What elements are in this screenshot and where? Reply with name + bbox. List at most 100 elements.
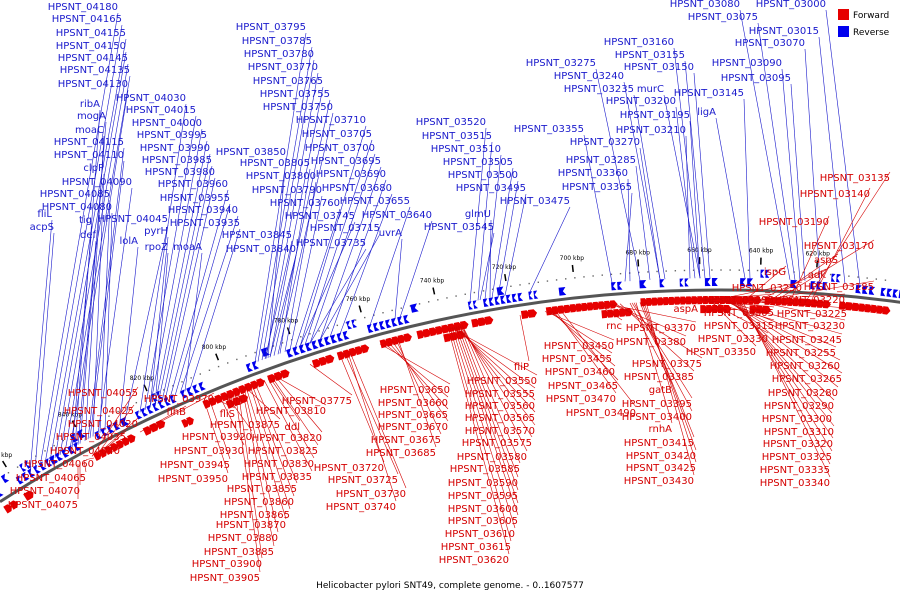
reverse-gene-arrow <box>330 334 338 344</box>
reverse-label-HPSNT_03090: HPSNT_03090 <box>712 58 782 69</box>
reverse-label-HPSNT_03500: HPSNT_03500 <box>448 170 518 181</box>
reverse-gene-arrow <box>152 402 160 412</box>
leader-line <box>639 302 695 438</box>
leader-line <box>243 387 279 533</box>
leader-line <box>225 394 253 432</box>
forward-gene-arrow <box>155 419 166 430</box>
reverse-gene-arrow <box>500 295 506 305</box>
scale-tick <box>571 264 574 273</box>
reverse-label-HPSNT_04090: HPSNT_04090 <box>62 177 132 188</box>
forward-gene-arrow <box>238 394 249 404</box>
reverse-label-HPSNT_03985: HPSNT_03985 <box>142 155 212 166</box>
reverse-gene-arrow <box>892 289 899 298</box>
forward-label-HPSNT_03330: HPSNT_03330 <box>698 334 768 345</box>
reverse-label-HPSNT_03080: HPSNT_03080 <box>670 0 740 10</box>
legend-reverse-label: Reverse <box>853 28 890 38</box>
reverse-label-clpP: clpP <box>83 163 104 174</box>
forward-label-HPSNT_03830: HPSNT_03830 <box>244 459 314 470</box>
reverse-label-HPSNT_03955: HPSNT_03955 <box>160 193 230 204</box>
reverse-label-HPSNT_03240: HPSNT_03240 <box>554 71 624 82</box>
forward-label-HPSNT_04040: HPSNT_04040 <box>50 446 120 457</box>
reverse-gene-arrow <box>146 404 154 415</box>
reverse-gene-arrow <box>140 407 149 417</box>
reverse-label-HPSNT_03360: HPSNT_03360 <box>558 168 628 179</box>
scale-dot <box>227 362 229 364</box>
scale-ticks: 860 kbp 840 kbp 820 kbp 800 kbp 780 kbp 760 k… <box>0 247 887 480</box>
legend-forward-label: Forward <box>853 11 889 21</box>
forward-gene-arrow <box>864 304 873 313</box>
reverse-gene-arrow <box>292 346 300 356</box>
reverse-label-HPSNT_03745: HPSNT_03745 <box>285 211 355 222</box>
forward-label-rnc: rnc <box>606 321 622 332</box>
leader-line <box>273 99 331 356</box>
leader-line <box>39 12 119 467</box>
reverse-label-HPSNT_03235: HPSNT_03235 <box>564 84 634 95</box>
forward-label-HPSNT_03820: HPSNT_03820 <box>252 433 322 444</box>
forward-gene-arrow <box>581 302 590 312</box>
leader-line <box>459 325 519 478</box>
scale-dot <box>820 273 823 275</box>
leader-line <box>241 388 275 547</box>
forward-gene-arrow <box>527 309 538 318</box>
scale-tick-label: 780 kbp <box>274 318 299 325</box>
forward-label-HPSNT_03335: HPSNT_03335 <box>760 465 830 476</box>
scale-dot <box>491 288 494 290</box>
leader-line <box>249 385 291 510</box>
forward-gene-arrow <box>186 416 194 426</box>
forward-label-HPSNT_03465: HPSNT_03465 <box>548 381 618 392</box>
forward-label-HPSNT_04035: HPSNT_04035 <box>56 432 126 443</box>
forward-label-HPSNT_03245: HPSNT_03245 <box>772 335 842 346</box>
leader-line <box>739 300 831 465</box>
reverse-label-HPSNT_03940: HPSNT_03940 <box>168 205 238 216</box>
forward-gene-arrow <box>121 437 130 447</box>
leader-line <box>554 310 617 394</box>
leader-line <box>92 173 105 437</box>
leader-line <box>169 189 229 399</box>
scale-dot <box>638 271 640 274</box>
reverse-label-HPSNT_03160: HPSNT_03160 <box>604 37 674 48</box>
leader-line <box>751 300 846 321</box>
reverse-label-HPSNT_03785: HPSNT_03785 <box>242 36 312 47</box>
forward-gene-arrow <box>142 426 152 436</box>
scale-dot <box>592 275 594 277</box>
scale-dot <box>756 269 759 272</box>
reverse-gene-arrow <box>0 493 4 497</box>
forward-label-fliP: fliP <box>514 362 529 373</box>
scale-dot <box>884 279 887 281</box>
scale-tick <box>432 287 436 295</box>
forward-gene-arrow <box>674 296 683 305</box>
reverse-label-HPSNT_04115: HPSNT_04115 <box>54 137 124 148</box>
leader-line <box>59 63 129 455</box>
forward-label-HPSNT_03620: HPSNT_03620 <box>439 555 509 566</box>
forward-label-HPSNT_03350: HPSNT_03350 <box>686 347 756 358</box>
reverse-gene-arrow <box>55 451 64 462</box>
reverse-label-HPSNT_04150: HPSNT_04150 <box>56 41 126 52</box>
reverse-gene-arrow <box>106 424 115 434</box>
leader-line <box>559 309 637 408</box>
reverse-label-HPSNT_03750: HPSNT_03750 <box>263 102 333 113</box>
forward-gene-arrow <box>604 300 612 310</box>
forward-gene-arrow <box>762 305 772 314</box>
scale-dot <box>829 273 832 276</box>
reverse-label-tig: tig <box>79 215 92 226</box>
leader-line <box>759 280 875 301</box>
leader-line <box>157 153 211 404</box>
leader-line <box>491 167 514 298</box>
reverse-label-HPSNT_03000: HPSNT_03000 <box>756 0 826 10</box>
forward-label-HPSNT_03375: HPSNT_03375 <box>632 359 702 370</box>
leader-line <box>103 430 127 451</box>
leader-line <box>379 343 451 385</box>
forward-label-HPSNT_03230: HPSNT_03230 <box>775 321 845 332</box>
reverse-gene-arrow <box>684 278 689 287</box>
leader-line <box>149 236 169 408</box>
scale-tick <box>143 384 148 392</box>
reverse-gene-arrow <box>482 298 489 307</box>
scale-dot <box>519 284 521 286</box>
leader-line <box>164 177 216 401</box>
leader-line <box>49 38 127 461</box>
reverse-label-HPSNT_04080: HPSNT_04080 <box>42 202 112 213</box>
leader-line <box>643 302 697 463</box>
leader-line <box>461 324 528 452</box>
scale-dot <box>583 276 585 278</box>
forward-label-aspA: aspA <box>673 304 698 315</box>
